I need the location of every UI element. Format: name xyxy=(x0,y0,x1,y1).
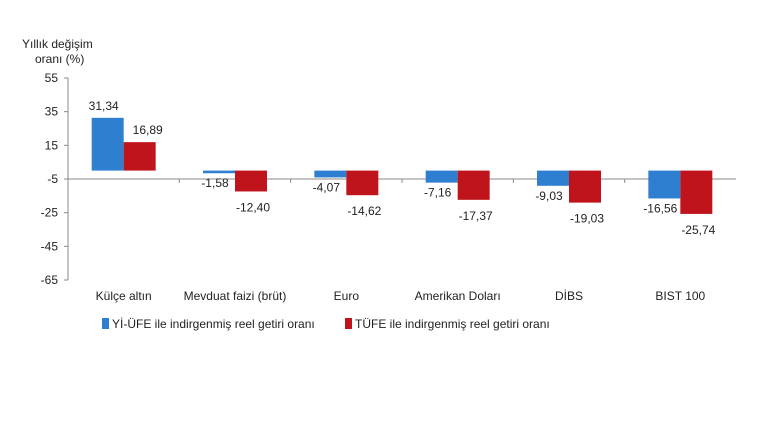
category-label: DİBS xyxy=(555,289,583,303)
legend-label-series-2: TÜFE ile indirgenmiş reel getiri oranı xyxy=(355,317,550,331)
y-tick-label: -45 xyxy=(41,239,59,253)
data-label-series-2: 16,89 xyxy=(133,123,163,137)
category-label: Mevduat faizi (brüt) xyxy=(184,289,287,303)
data-label-series-1: -16,56 xyxy=(643,201,677,215)
bar-series-1 xyxy=(91,117,124,171)
y-tick-label: -5 xyxy=(47,172,58,186)
legend-swatch-series-1 xyxy=(102,318,109,329)
y-tick-label: 35 xyxy=(45,105,59,119)
data-label-series-1: -1,58 xyxy=(201,176,229,190)
legend-label-series-1: Yİ-ÜFE ile indirgenmiş reel getiri oranı xyxy=(112,317,315,331)
bar-series-1 xyxy=(648,170,681,199)
bar-series-1 xyxy=(203,170,235,174)
bar-series-2 xyxy=(346,170,379,196)
y-tick-label: 15 xyxy=(45,138,59,152)
y-tick-label: 55 xyxy=(45,71,59,85)
data-label-series-1: 31,34 xyxy=(89,99,119,113)
legend-swatch-series-2 xyxy=(345,318,352,329)
bar-series-2 xyxy=(457,170,490,200)
bar-series-1 xyxy=(537,170,569,186)
category-label: BIST 100 xyxy=(655,289,705,303)
y-axis: 55 35 15 -5 -25 -45 -65 xyxy=(41,71,69,287)
data-label-series-2: -14,62 xyxy=(347,204,381,218)
y-axis-title-line-1: Yıllık değişim xyxy=(22,37,93,51)
y-axis-title-line-2: oranı (%) xyxy=(35,52,84,66)
y-tick-label: -65 xyxy=(41,273,59,287)
category-label: Euro xyxy=(334,289,360,303)
data-label-series-1: -4,07 xyxy=(313,180,341,194)
bar-series-2 xyxy=(680,170,713,214)
bar-series-2 xyxy=(235,170,267,192)
category-label: Amerikan Doları xyxy=(415,289,501,303)
bar-series-1 xyxy=(314,170,347,178)
y-tick-label: -25 xyxy=(41,206,59,220)
legend: Yİ-ÜFE ile indirgenmiş reel getiri oranı… xyxy=(102,317,550,331)
bar-series-1 xyxy=(425,170,458,183)
data-label-series-2: -19,03 xyxy=(570,212,604,226)
bar-series-2 xyxy=(569,170,601,203)
data-label-series-2: -25,74 xyxy=(681,223,715,237)
y-axis-title: Yıllık değişim oranı (%) xyxy=(22,37,93,66)
data-label-series-1: -9,03 xyxy=(535,189,563,203)
category-label: Külçe altın xyxy=(96,289,152,303)
data-label-series-2: -12,40 xyxy=(236,200,270,214)
data-label-series-1: -7,16 xyxy=(424,186,452,200)
data-label-series-2: -17,37 xyxy=(459,209,493,223)
bar-series-2 xyxy=(123,142,156,171)
plot-area: Külçe altın 31,34 16,89 Mevduat faizi (brüt… xyxy=(68,99,736,303)
